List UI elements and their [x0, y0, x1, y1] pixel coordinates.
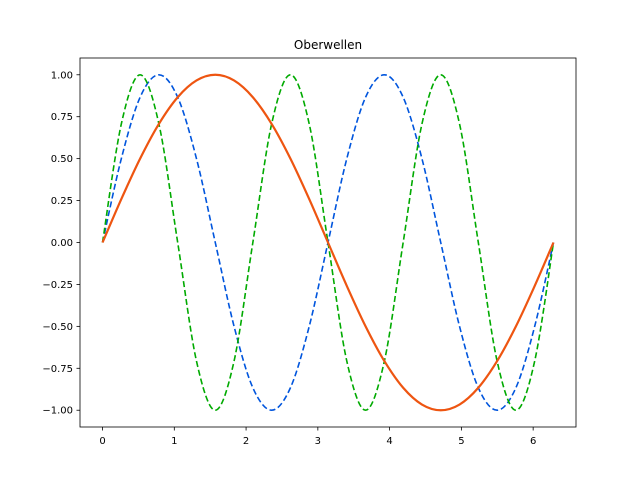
x-tick-label: 4: [386, 436, 392, 447]
y-tick-label: −0.50: [42, 322, 73, 333]
y-tick-label: 0.50: [51, 154, 73, 165]
y-tick-label: 0.00: [51, 238, 73, 249]
x-tick-label: 3: [315, 436, 321, 447]
x-tick-label: 2: [243, 436, 249, 447]
y-tick-label: −0.75: [42, 364, 73, 375]
x-tick-label: 6: [530, 436, 536, 447]
x-tick-label: 1: [171, 436, 177, 447]
y-tick-label: 1.00: [51, 70, 73, 81]
x-axis: 0 1 2 3 4 5 6: [99, 427, 536, 447]
y-tick-label: 0.25: [51, 196, 73, 207]
y-tick-label: −0.25: [42, 280, 73, 291]
x-tick-label: 5: [458, 436, 464, 447]
series-line-3: [101, 73, 555, 412]
series-layer: [101, 73, 555, 412]
y-axis: −1.00 −0.75 −0.50 −0.25 0.00 0.25 0.50 0.75 1.00: [42, 70, 80, 417]
x-tick-label: 0: [99, 436, 105, 447]
y-tick-label: 0.75: [51, 112, 73, 123]
chart-title: Oberwellen: [294, 38, 362, 52]
y-tick-label: −1.00: [42, 406, 73, 417]
series-line-2: [101, 73, 555, 412]
